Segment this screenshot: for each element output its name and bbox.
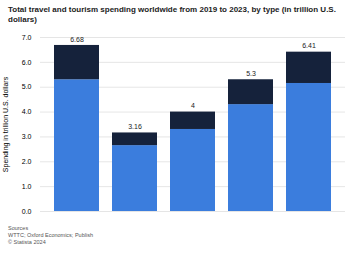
svg-text:6.68: 6.68 [70,36,84,43]
svg-text:4.0: 4.0 [22,108,32,115]
html-text:© Statista 2024: © Statista 2024 [8,239,46,245]
svg-text:6.0: 6.0 [22,59,32,66]
svg-text:3.16: 3.16 [128,123,142,130]
svg-text:Spending in trillion U.S. doll: Spending in trillion U.S. dollars [2,76,10,172]
svg-text:2.0: 2.0 [22,158,32,165]
svg-text:1.0: 1.0 [22,183,32,190]
svg-text:5.3: 5.3 [246,70,256,77]
html-text:Sources: Sources [8,225,29,231]
svg-text:3.0: 3.0 [22,133,32,140]
svg-text:7.0: 7.0 [22,34,32,41]
svg-text:5.0: 5.0 [22,83,32,90]
html-text:Total travel and tourism spend: Total travel and tourism spending worldw… [8,5,336,24]
svg-text:0.0: 0.0 [22,208,32,215]
svg-text:6.41: 6.41 [302,42,316,49]
html-text:WTTC; Oxford Economics; Publis: WTTC; Oxford Economics; Publish [8,232,93,238]
svg-text:4: 4 [191,102,195,109]
